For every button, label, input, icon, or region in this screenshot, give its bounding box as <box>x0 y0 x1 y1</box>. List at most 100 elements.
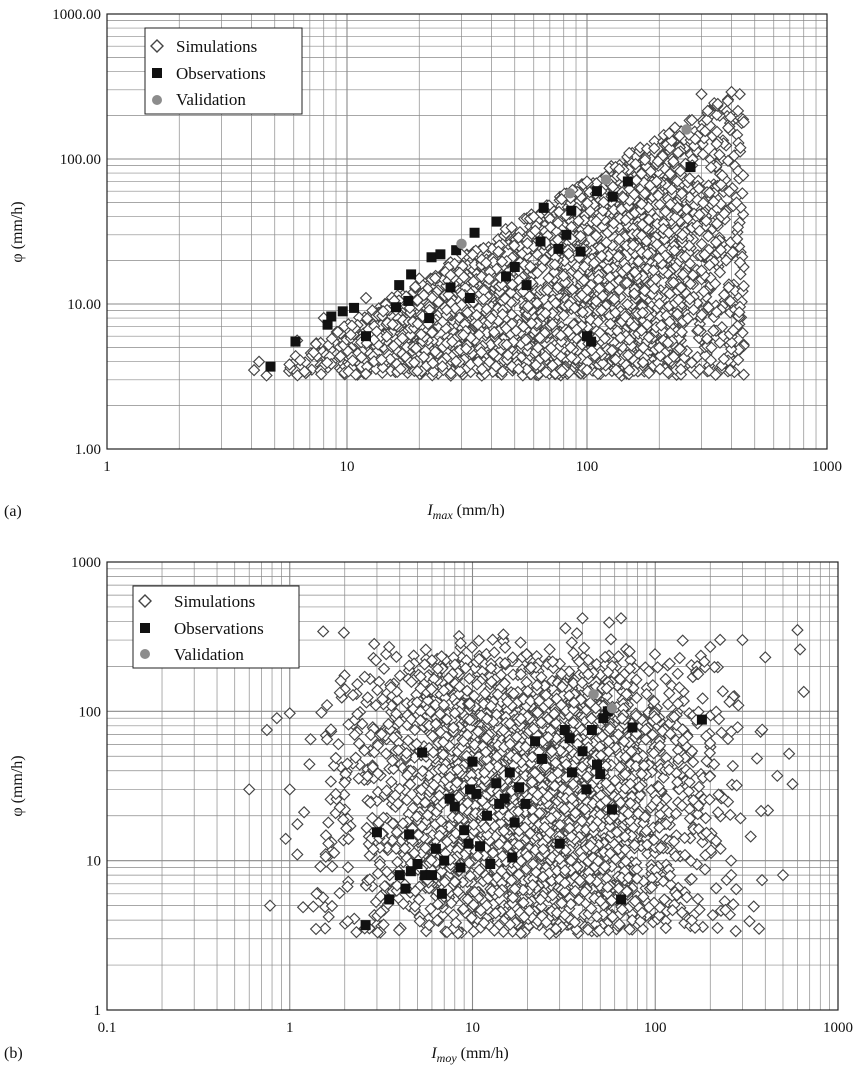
simulation-point <box>726 759 740 773</box>
y-tick-label: 100.00 <box>60 152 101 168</box>
observation-point <box>424 313 435 324</box>
marks-b <box>242 612 811 941</box>
simulation-point <box>642 213 656 226</box>
observation-point <box>403 295 414 306</box>
simulation-point <box>747 900 760 913</box>
simulation-point <box>716 685 730 698</box>
simulation-point <box>691 892 705 906</box>
simulation-point <box>750 752 764 765</box>
observation-point <box>464 292 475 303</box>
simulation-point <box>648 142 661 155</box>
observation-point <box>561 229 572 240</box>
simulation-point <box>377 662 391 675</box>
simulation-point <box>630 691 643 705</box>
legend-marker-observations-a <box>152 68 162 78</box>
simulation-point <box>260 369 273 382</box>
simulation-point <box>723 364 737 377</box>
simulation-point <box>591 367 605 381</box>
simulation-point <box>359 291 373 305</box>
simulation-point <box>360 821 373 835</box>
observation-point <box>445 282 456 293</box>
x-axis-title-a: Imax (mm/h) <box>426 502 504 522</box>
simulation-point <box>565 636 579 649</box>
simulation-point <box>351 677 364 691</box>
simulation-point <box>696 148 710 161</box>
simulation-point <box>427 365 440 378</box>
x-axis-title-sub-a: max <box>433 508 454 522</box>
observation-point <box>622 176 633 187</box>
simulation-point <box>695 87 708 101</box>
simulation-point <box>543 643 556 656</box>
simulation-point <box>633 141 647 154</box>
simulation-point <box>341 861 355 874</box>
simulation-point <box>724 294 737 308</box>
x-tick-label: 1000 <box>812 459 842 475</box>
simulation-point <box>371 867 385 880</box>
simulation-point <box>703 186 716 199</box>
y-tick-label: 10.00 <box>67 297 101 313</box>
observation-point <box>509 261 520 272</box>
legend-label-observations-a: Observations <box>176 64 266 83</box>
simulation-point <box>744 830 757 843</box>
validation-point <box>456 238 467 250</box>
x-tick-label: 100 <box>576 459 599 475</box>
simulation-point <box>332 737 345 751</box>
y-tick-label: 1.00 <box>75 442 101 458</box>
simulation-point <box>676 634 689 647</box>
observation-point <box>361 331 372 342</box>
observation-point <box>337 306 348 317</box>
observation-point <box>349 302 360 313</box>
simulation-point <box>322 816 335 829</box>
simulation-point <box>648 648 662 661</box>
x-tick-label: 10 <box>340 459 355 475</box>
simulation-point <box>486 633 499 646</box>
y-tick-label: 1000.00 <box>52 7 101 23</box>
simulation-point <box>709 882 723 895</box>
chart-panel-a: 1 10 100 1000 1.00 10.00 100.00 1000.00 Simulat… <box>4 7 842 522</box>
observation-point <box>566 205 577 216</box>
observation-point <box>406 269 417 280</box>
simulation-point <box>316 625 330 638</box>
observation-point <box>607 191 618 202</box>
simulation-point <box>754 804 768 818</box>
observation-point <box>553 243 564 254</box>
x-tick-label: 1 <box>103 459 111 475</box>
observation-point <box>586 336 597 347</box>
simulation-point <box>577 641 591 655</box>
simulation-point <box>314 860 327 873</box>
observation-point <box>394 280 405 291</box>
observation-point <box>326 311 337 322</box>
observation-point <box>469 227 480 238</box>
observation-point <box>426 252 437 263</box>
simulation-point <box>671 667 684 680</box>
simulation-point <box>455 298 468 312</box>
simulation-point <box>786 777 799 791</box>
y-axis-title-a: φ (mm/h) <box>9 201 26 262</box>
simulation-point <box>721 154 735 168</box>
simulation-point <box>691 193 704 207</box>
observation-point <box>535 236 546 247</box>
simulation-point <box>711 921 724 935</box>
simulation-point <box>333 886 346 900</box>
legend-label-simulations-a: Simulations <box>176 37 257 56</box>
simulation-point <box>697 196 710 210</box>
legend-a: Simulations Observations Validation <box>144 27 303 115</box>
marks-a <box>247 85 750 382</box>
observation-point <box>521 280 532 291</box>
simulation-point <box>291 817 304 831</box>
legend-label-validation-a: Validation <box>176 90 246 109</box>
simulation-point <box>570 627 584 640</box>
observation-point <box>685 162 696 173</box>
observation-point <box>575 246 586 257</box>
simulation-point <box>771 769 784 782</box>
validation-point <box>564 188 576 199</box>
simulation-point <box>729 924 742 938</box>
simulation-point <box>322 910 335 924</box>
simulation-point <box>661 698 675 711</box>
panel-label-a: (a) <box>4 503 22 520</box>
legend-marker-validation-a <box>152 95 162 105</box>
simulation-point <box>736 187 749 200</box>
observation-point <box>501 271 512 282</box>
